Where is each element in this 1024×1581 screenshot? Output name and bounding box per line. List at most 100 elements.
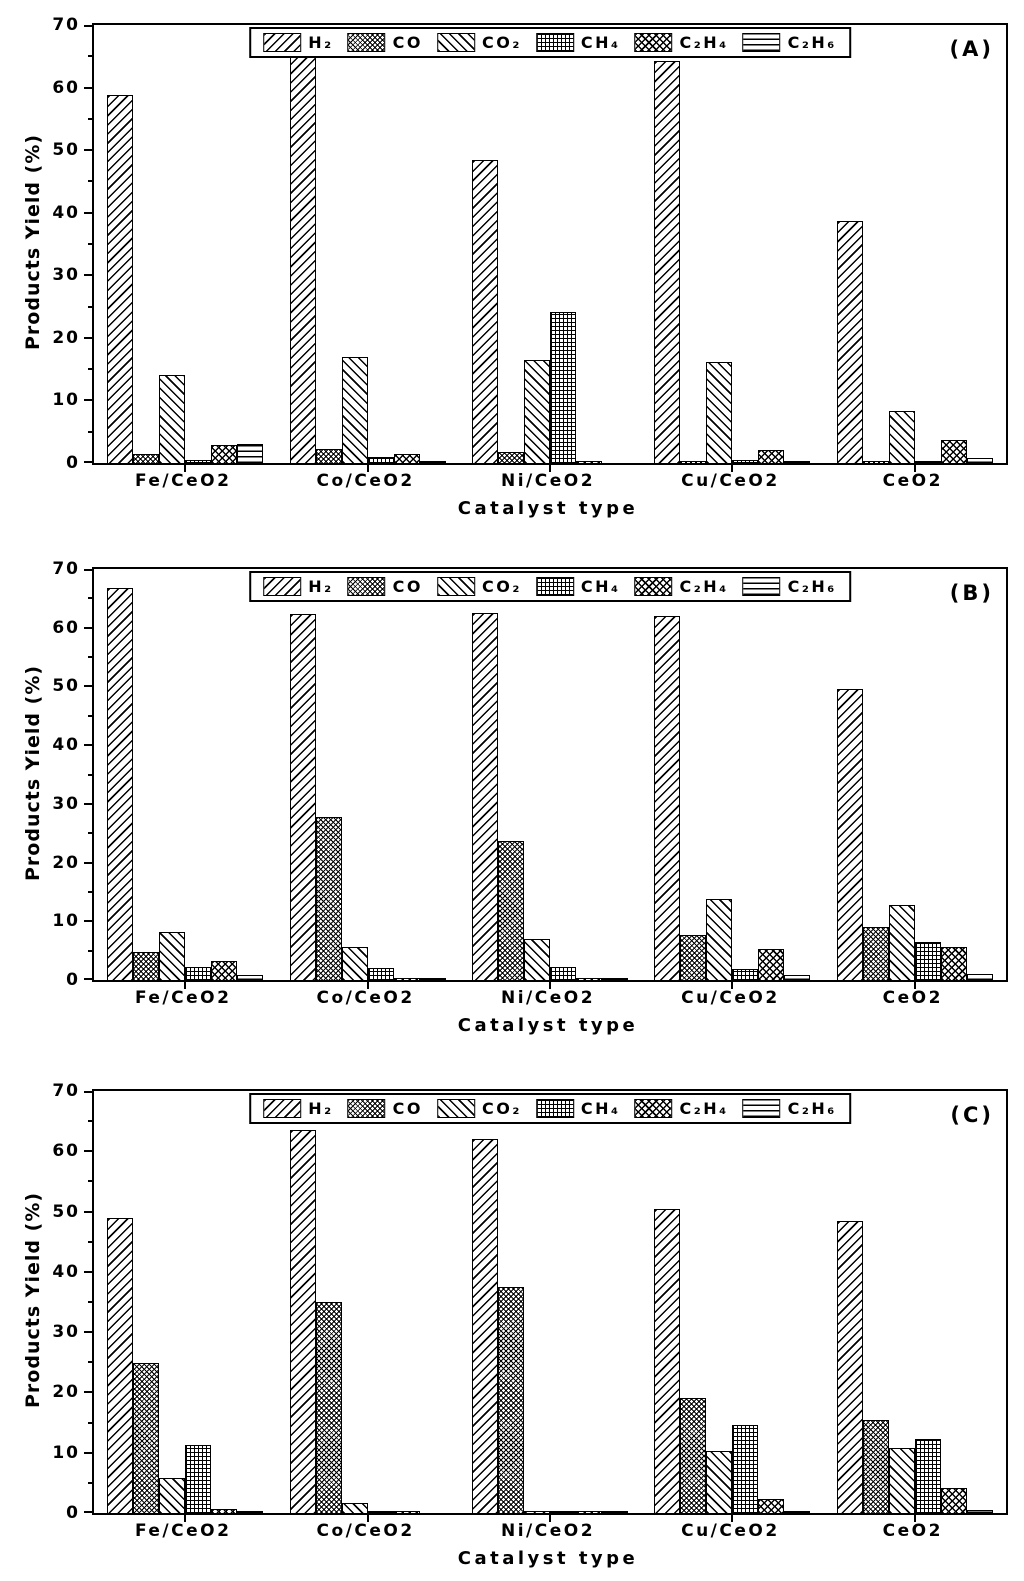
bar-ch-fe-ceo2 <box>185 1445 212 1513</box>
legend-label-co: CO₂ <box>481 1099 522 1118</box>
bar-co-co-ceo2 <box>315 1302 342 1513</box>
figure: Products Yield (%) 0 10 20 30 40 50 60 70 H₂ CO CO… <box>0 8 1024 1573</box>
bar-ch-ceo2 <box>914 942 941 980</box>
bar-c-h-cu-ceo2 <box>784 975 811 980</box>
bar-c-h-co-ceo2 <box>393 454 420 463</box>
legend-item-co: CO <box>347 1099 423 1118</box>
y-tick-label: 30 <box>52 1322 80 1343</box>
bar-c-h-ceo2 <box>966 974 993 980</box>
legend-item-co: CO <box>347 33 423 52</box>
x-tick <box>184 463 187 472</box>
x-category-label-fe-ceo2: Fe/CeO2 <box>134 471 232 491</box>
bar-co-co-ceo2 <box>341 947 368 980</box>
y-tick-label: 40 <box>52 202 80 223</box>
legend-item-c-h: C₂H₄ <box>634 33 728 52</box>
legend-swatch-h <box>263 1099 302 1118</box>
y-tick-label: 20 <box>52 327 80 348</box>
legend-item-c-h: C₂H₄ <box>634 1099 728 1118</box>
y-tick-minor <box>88 243 94 245</box>
legend-label-h: H₂ <box>308 577 334 596</box>
x-category-label-cu-ceo2: Cu/CeO2 <box>681 988 780 1008</box>
y-tick-major <box>84 1270 94 1273</box>
y-tick-label: 10 <box>52 390 80 411</box>
bar-h-ni-ceo2 <box>472 160 498 463</box>
bar-c-h-cu-ceo2 <box>784 1511 811 1513</box>
y-tick-major <box>84 86 94 89</box>
y-tick-minor <box>88 1481 94 1484</box>
y-tick-major <box>84 1451 94 1454</box>
panel-b: Products Yield (%) 0 10 20 30 40 50 60 70 H₂ CO CO… <box>0 559 1024 1040</box>
y-tick-label: 20 <box>52 1382 80 1403</box>
bar-c-h-cu-ceo2 <box>758 450 785 463</box>
bar-co-fe-ceo2 <box>133 1363 160 1513</box>
legend-label-c-h: C₂H₆ <box>787 577 837 596</box>
x-category-label-co-ceo2: Co/CeO2 <box>316 471 415 491</box>
bar-co-ceo2 <box>888 905 915 980</box>
bar-ch-cu-ceo2 <box>732 969 759 980</box>
x-tick <box>731 463 734 472</box>
x-category-label-co-ceo2: Co/CeO2 <box>316 1521 415 1541</box>
y-tick-label: 50 <box>52 140 80 161</box>
y-tick-major <box>84 461 94 463</box>
legend-swatch-c-h <box>742 577 781 596</box>
bar-co-ceo2 <box>888 1448 915 1513</box>
x-category-label-ceo2: CeO2 <box>882 1521 943 1541</box>
x-tick <box>913 463 916 472</box>
y-tick-label: 70 <box>52 1081 80 1101</box>
y-tick-minor <box>88 368 94 371</box>
legend-label-c-h: C₂H₆ <box>787 33 837 52</box>
bar-h-ni-ceo2 <box>472 613 498 980</box>
panel-a: Products Yield (%) 0 10 20 30 40 50 60 70 H₂ CO CO… <box>0 8 1024 523</box>
legend-label-c-h: C₂H₄ <box>679 33 729 52</box>
bar-h-fe-ceo2 <box>107 1218 134 1513</box>
y-tick-label: 20 <box>52 852 80 873</box>
legend-label-h: H₂ <box>308 33 334 52</box>
y-tick-label: 0 <box>66 453 80 473</box>
legend-item-ch: CH₄ <box>535 577 621 596</box>
bar-co-cu-ceo2 <box>706 362 733 463</box>
legend-label-c-h: C₂H₆ <box>787 1099 837 1118</box>
bar-co-ni-ceo2 <box>498 1287 524 1513</box>
y-tick-minor <box>88 305 94 308</box>
legend-label-co: CO <box>392 1099 423 1118</box>
y-tick-minor <box>88 1240 94 1243</box>
legend-swatch-c-h <box>634 33 673 52</box>
y-tick-major <box>84 211 94 214</box>
y-tick-major <box>84 920 94 923</box>
panel-label-b: (B) <box>949 581 994 605</box>
y-tick-major <box>84 744 94 747</box>
y-tick-major <box>84 1091 94 1093</box>
bar-h-fe-ceo2 <box>107 95 134 463</box>
panel-label-a: (A) <box>949 37 994 61</box>
bar-c-h-ceo2 <box>940 1488 967 1513</box>
legend-label-c-h: C₂H₄ <box>679 577 729 596</box>
plot-area-b: 0 10 20 30 40 50 60 70 H₂ CO CO₂ CH₄ C₂H₄ C₂H₆ (B) <box>52 559 1008 990</box>
x-tick <box>913 1513 916 1522</box>
x-category-label-cu-ceo2: Cu/CeO2 <box>681 1521 780 1541</box>
bar-co-ceo2 <box>888 411 915 463</box>
y-tick-label: 60 <box>52 617 80 638</box>
y-tick-minor <box>88 430 94 433</box>
bar-h-cu-ceo2 <box>654 616 681 980</box>
y-tick-label: 40 <box>52 1261 80 1282</box>
bar-h-cu-ceo2 <box>654 1209 681 1513</box>
x-tick <box>913 980 916 989</box>
legend-item-h: H₂ <box>263 33 333 52</box>
y-tick-label: 70 <box>52 559 80 579</box>
bar-ch-cu-ceo2 <box>732 460 759 463</box>
x-axis-labels-a: Fe/CeO2 Co/CeO2 Ni/CeO2 Cu/CeO2 CeO2 <box>92 465 1004 495</box>
bar-c-h-co-ceo2 <box>419 978 446 980</box>
plot-area-a: 0 10 20 30 40 50 60 70 H₂ CO CO₂ CH₄ C₂H₄ C₂H₆ (A) <box>52 15 1008 473</box>
bar-co-cu-ceo2 <box>680 935 707 980</box>
bar-c-h-fe-ceo2 <box>211 961 238 980</box>
legend-item-ch: CH₄ <box>535 33 621 52</box>
bar-co-ceo2 <box>862 461 889 463</box>
x-category-label-ni-ceo2: Ni/CeO2 <box>500 988 596 1008</box>
legend-item-h: H₂ <box>263 1099 333 1118</box>
x-tick <box>549 463 551 472</box>
x-category-label-ceo2: CeO2 <box>882 988 943 1008</box>
y-tick-label: 60 <box>52 77 80 98</box>
legend-item-c-h: C₂H₄ <box>634 577 728 596</box>
y-tick-minor <box>88 1421 94 1424</box>
bar-ch-ni-ceo2 <box>550 312 576 463</box>
